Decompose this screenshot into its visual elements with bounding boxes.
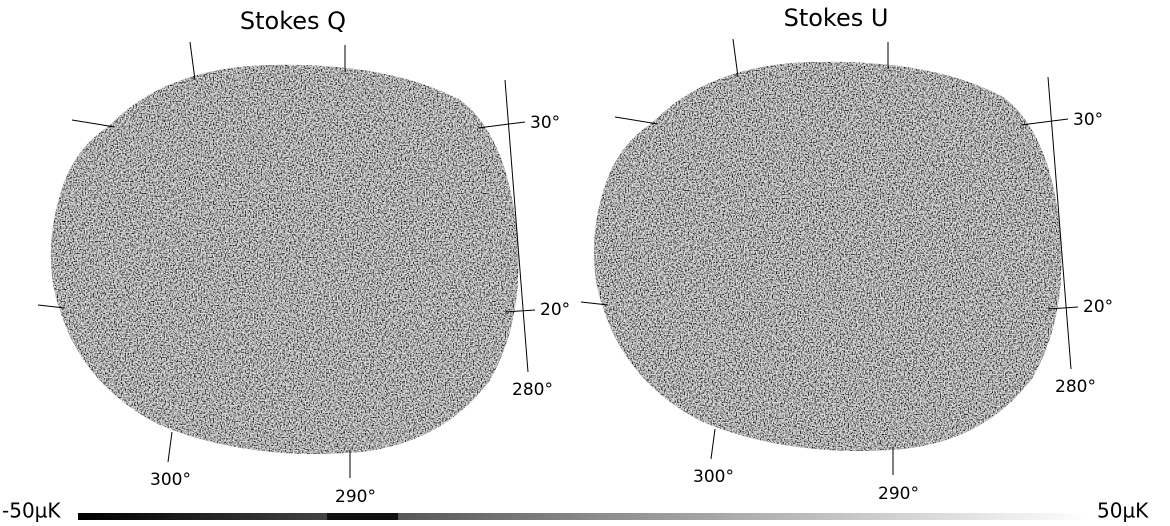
- lat-label: 20°: [1083, 297, 1113, 317]
- colorbar-max: 50µK: [1097, 499, 1149, 523]
- lat-label: 30°: [1073, 110, 1103, 130]
- lon-label: 300°: [150, 470, 191, 490]
- graticule-line: [504, 309, 536, 313]
- panel-title: Stokes Q: [240, 7, 346, 35]
- graticule-line: [477, 121, 526, 129]
- colorbar-segment: [327, 513, 398, 520]
- lon-label: 290°: [878, 484, 919, 504]
- graticule-line: [1047, 76, 1072, 370]
- graticule-line: [1047, 306, 1079, 310]
- lat-label: 20°: [540, 300, 570, 320]
- graticule-line: [189, 41, 196, 81]
- graticule-line: [732, 38, 739, 78]
- panel: Stokes Q 30° 20° 280° 300° 290°: [37, 7, 570, 507]
- panel-title: Stokes U: [784, 4, 889, 32]
- lon-label: 280°: [1055, 377, 1096, 397]
- lat-label: 30°: [530, 113, 560, 133]
- graticule-line: [504, 79, 529, 373]
- lon-label: 300°: [693, 467, 734, 487]
- graticule-line: [37, 304, 66, 309]
- graticule-line: [71, 119, 116, 128]
- lon-label: 280°: [512, 380, 553, 400]
- colorbar: [78, 513, 1090, 520]
- colorbar-min: -50µK: [2, 499, 61, 523]
- graticule-line: [614, 116, 659, 125]
- graticule-line: [580, 301, 609, 306]
- graticule-line: [167, 431, 173, 463]
- graticule-line: [1020, 118, 1069, 126]
- sky-map: [593, 61, 1062, 451]
- panel: Stokes U 30° 20° 280° 300° 290°: [580, 4, 1113, 504]
- sky-map: [50, 64, 519, 454]
- lon-label: 290°: [335, 487, 376, 507]
- graticule-line: [710, 428, 716, 460]
